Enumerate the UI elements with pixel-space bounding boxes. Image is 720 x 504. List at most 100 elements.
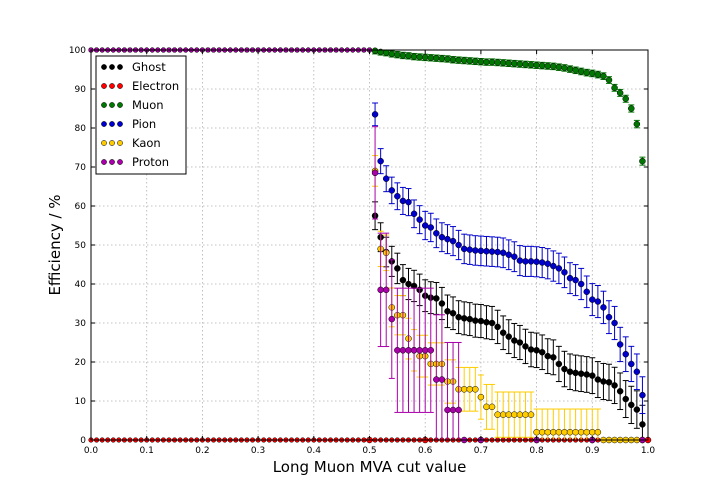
data-point — [405, 280, 412, 288]
data-point — [382, 286, 390, 294]
data-point — [449, 310, 457, 317]
data-point — [382, 175, 390, 182]
x-tick-label: 0.1 — [140, 446, 154, 456]
data-point — [589, 70, 596, 77]
data-point — [572, 67, 579, 74]
data-point — [472, 386, 479, 393]
x-tick-label: 0.8 — [529, 446, 544, 456]
data-point — [405, 347, 412, 354]
y-tick-label: 0 — [80, 436, 86, 446]
data-point — [600, 72, 607, 80]
legend-marker — [117, 102, 123, 108]
x-tick-label: 0.9 — [585, 446, 600, 456]
data-point — [488, 403, 496, 411]
data-point — [399, 197, 407, 205]
data-point — [566, 274, 574, 282]
data-point — [371, 169, 379, 177]
y-tick-label: 60 — [75, 202, 87, 212]
y-tick-label: 50 — [75, 241, 87, 251]
y-axis-label: Efficiency / % — [46, 194, 64, 295]
data-point — [572, 428, 579, 436]
legend-item-pion: Pion — [101, 117, 156, 131]
data-point — [472, 317, 479, 324]
data-point — [377, 286, 384, 294]
legend-marker — [117, 64, 123, 70]
data-point — [577, 68, 585, 75]
data-point — [382, 49, 390, 56]
x-tick-label: 0.0 — [84, 446, 99, 456]
data-point — [394, 265, 401, 272]
legend: Ghost Electron Muon Pion Kaon Proton — [95, 55, 187, 175]
data-point — [561, 64, 568, 72]
data-point — [399, 347, 407, 354]
data-point — [438, 55, 446, 62]
data-point — [449, 237, 457, 245]
data-point — [605, 379, 613, 386]
data-point — [499, 411, 507, 418]
data-point — [410, 53, 418, 60]
data-point — [605, 313, 613, 321]
data-point — [488, 319, 496, 327]
data-point — [388, 50, 396, 58]
data-point — [483, 58, 490, 66]
data-point — [550, 428, 557, 436]
data-point — [605, 76, 613, 84]
legend-marker — [109, 140, 115, 146]
data-point — [527, 258, 535, 265]
data-point — [611, 319, 618, 327]
data-point — [594, 376, 602, 383]
proton-baseline-points — [88, 47, 373, 53]
data-point — [455, 241, 462, 249]
data-point — [566, 428, 574, 436]
data-point — [533, 258, 540, 266]
data-point — [433, 295, 440, 302]
data-point — [511, 337, 518, 344]
data-point — [494, 411, 501, 418]
legend-marker — [101, 140, 107, 146]
legend-marker — [117, 159, 123, 165]
data-point — [572, 369, 579, 377]
data-point — [449, 56, 457, 63]
data-point — [611, 84, 618, 92]
data-point — [633, 368, 641, 375]
data-point — [449, 406, 457, 414]
y-tick-label: 90 — [75, 85, 87, 95]
data-point — [477, 393, 485, 401]
legend-label: Pion — [132, 117, 156, 131]
data-point — [438, 233, 446, 241]
data-point — [455, 313, 462, 321]
x-tick-label: 0.4 — [307, 446, 322, 456]
data-point — [494, 323, 501, 331]
data-point — [455, 406, 462, 414]
data-point — [628, 105, 635, 112]
data-point — [550, 63, 557, 70]
data-point — [494, 59, 501, 66]
data-point — [555, 360, 563, 368]
data-point — [377, 157, 384, 165]
data-point — [410, 347, 418, 354]
y-tick-label: 80 — [75, 124, 87, 134]
legend-item-ghost: Ghost — [101, 60, 166, 74]
data-point — [511, 253, 518, 260]
data-point — [566, 65, 574, 73]
legend-marker — [117, 121, 123, 127]
axes-ticks: 0.0 0.1 0.2 0.3 0.4 0.5 0.6 0.7 0.8 0.9 1.0 0 10 20 30… — [69, 46, 656, 456]
data-point — [371, 47, 379, 55]
data-point — [460, 245, 468, 253]
legend-marker — [109, 83, 115, 89]
data-point — [555, 265, 563, 272]
data-point — [544, 352, 551, 360]
data-point — [583, 288, 590, 296]
legend-box — [95, 55, 187, 175]
data-point — [561, 365, 568, 373]
x-tick-label: 0.3 — [251, 446, 265, 456]
data-point — [472, 247, 479, 254]
data-point — [622, 395, 629, 403]
data-point — [416, 347, 423, 354]
data-point — [633, 120, 641, 128]
data-point — [533, 428, 540, 436]
data-point — [472, 58, 479, 65]
data-point — [628, 360, 635, 368]
data-point — [505, 251, 512, 258]
data-point — [522, 343, 529, 350]
